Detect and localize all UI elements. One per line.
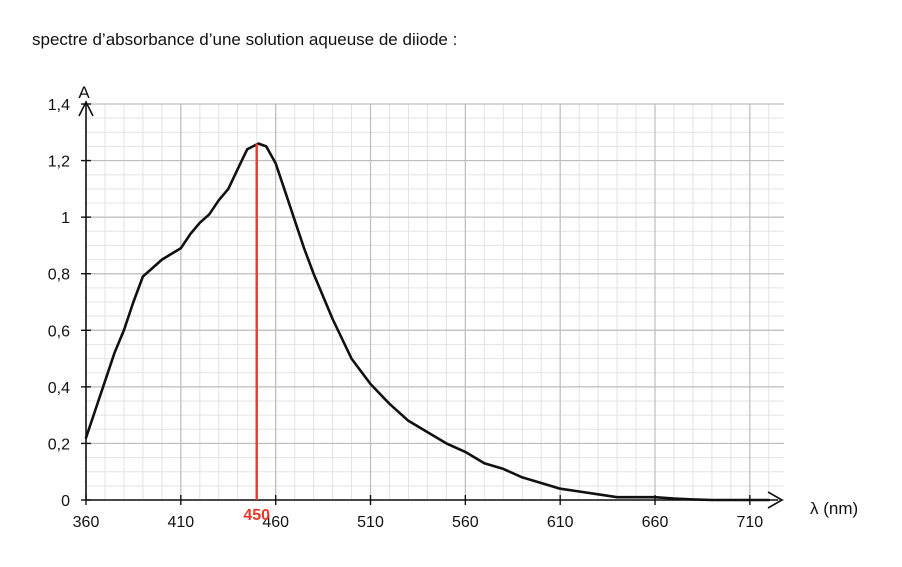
y-axis-arrow: [78, 100, 94, 117]
axes: [78, 100, 784, 509]
y-tick-label: 1: [61, 210, 70, 227]
x-tick-label: 360: [73, 514, 100, 531]
y-tick-label: 0,8: [48, 267, 70, 284]
x-axis-title: λ (nm): [810, 499, 858, 518]
minor-grid: [85, 103, 784, 501]
y-tick-label: 0,6: [48, 323, 70, 340]
y-tick-label: 0,4: [48, 380, 70, 397]
marker-group: 450: [243, 143, 270, 524]
figure-caption: spectre d’absorbance d’une solution aque…: [32, 30, 458, 49]
y-tick-label: 1,2: [48, 154, 70, 171]
y-tick-label: 0: [61, 493, 70, 510]
x-tick-label: 510: [357, 514, 384, 531]
x-axis-arrow: [767, 491, 784, 509]
series-group: [84, 142, 771, 502]
x-tick-label: 610: [547, 514, 574, 531]
y-tick-label: 0,2: [48, 436, 70, 453]
lambda-max-label: 450: [243, 507, 270, 524]
x-tick-label: 660: [642, 514, 669, 531]
tick-labels: 360 410 460 510 560 610 660 710 0 0,2 0,4 0,6 0,8 1 1,…: [48, 83, 858, 531]
y-axis-title: A: [78, 83, 90, 102]
y-tick-label: 1,4: [48, 97, 70, 114]
x-tick-label: 410: [167, 514, 194, 531]
absorbance-curve: [84, 142, 771, 502]
x-tick-label: 460: [262, 514, 289, 531]
x-tick-label: 560: [452, 514, 479, 531]
x-tick-label: 710: [737, 514, 764, 531]
